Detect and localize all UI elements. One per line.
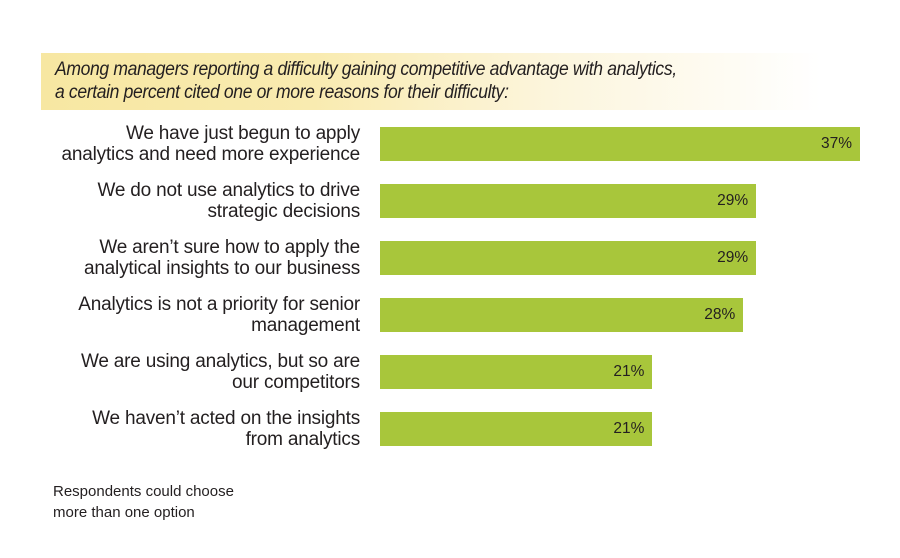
- bar-value-label: 21%: [613, 363, 645, 380]
- category-label: We have just begun to apply analytics and…: [20, 123, 361, 165]
- bar-value-label: 29%: [717, 249, 749, 266]
- category-label-line-1: We do not use analytics to drive: [97, 180, 360, 201]
- category-label: We do not use analytics to drive strategi…: [20, 180, 360, 222]
- category-label: We haven’t acted on the insights from ana…: [20, 408, 360, 450]
- category-label-line-1: Analytics is not a priority for senior: [78, 294, 360, 315]
- category-label-line-2: analytical insights to our business: [83, 258, 360, 279]
- bar-value-label: 29%: [717, 192, 749, 209]
- bar-value-label: 28%: [704, 306, 736, 323]
- bar-3: [380, 241, 757, 275]
- bar-2: [380, 184, 757, 218]
- chart-title-line-2: a certain percent cited one or more reas…: [55, 81, 509, 103]
- category-label-line-2: strategic decisions: [207, 201, 361, 222]
- category-label: Analytics is not a priority for senior ma…: [20, 294, 360, 336]
- chart-title: Among managers reporting a difficulty ga…: [55, 58, 775, 104]
- category-label-line-1: We haven’t acted on the insights: [92, 408, 360, 429]
- category-label-line-2: management: [251, 315, 360, 336]
- category-label-line-1: We have just begun to apply: [125, 123, 360, 144]
- bar-4: [380, 298, 744, 332]
- category-label-line-1: We are using analytics, but so are: [80, 351, 360, 372]
- bar-1: [380, 127, 860, 161]
- category-label: We aren’t sure how to apply the analytica…: [20, 237, 360, 279]
- footnote-line-1: Respondents could choose: [53, 483, 234, 500]
- bar-value-label: 37%: [820, 135, 852, 152]
- category-label-line-1: We aren’t sure how to apply the: [99, 237, 360, 258]
- footnote-line-2: more than one option: [53, 504, 195, 521]
- bar-value-label: 21%: [613, 420, 645, 437]
- footnote: Respondents could choose more than one o…: [53, 481, 234, 523]
- header-band: [41, 53, 821, 110]
- category-label: We are using analytics, but so are our co…: [20, 351, 360, 393]
- bar-6: [380, 412, 653, 446]
- category-label-line-2: from analytics: [245, 429, 361, 450]
- bar-5: [380, 355, 653, 389]
- chart-title-line-1: Among managers reporting a difficulty ga…: [55, 58, 677, 80]
- category-label-line-2: our competitors: [232, 372, 360, 393]
- category-label-line-2: analytics and need more experience: [61, 144, 361, 165]
